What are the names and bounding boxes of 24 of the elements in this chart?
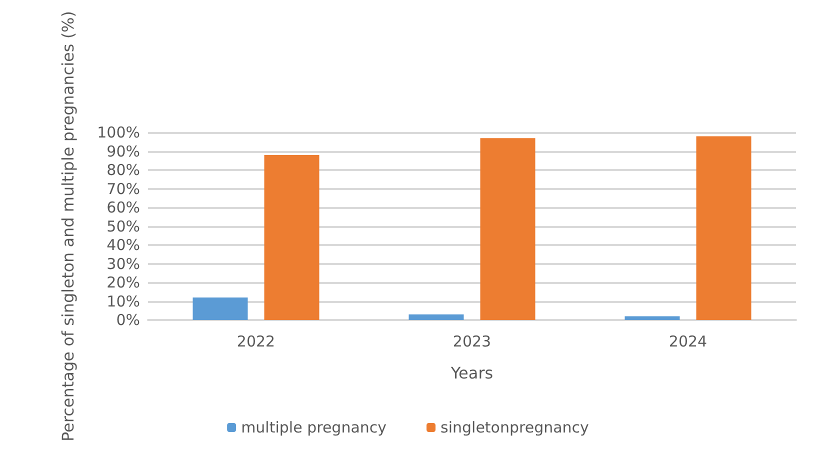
bar [480, 138, 536, 320]
y-axis-title: Percentage of singleton and multiple pregnancies (%) [58, 11, 78, 442]
legend-label: singletonpregnancy [440, 418, 590, 436]
x-tick-label: 2023 [452, 332, 492, 350]
y-tick-label: 20% [106, 274, 140, 292]
y-tick-label: 0% [116, 311, 140, 329]
x-axis-title: Years [450, 364, 494, 382]
y-tick-label: 30% [106, 254, 140, 273]
y-tick-label: 60% [106, 198, 140, 217]
y-tick-label: 50% [106, 217, 140, 236]
bar [264, 155, 320, 320]
legend-label: multiple pregnancy [241, 418, 387, 436]
x-tick-label: 2024 [668, 332, 708, 350]
y-tick-label: 40% [106, 236, 140, 254]
y-tick-label: 80% [106, 161, 140, 180]
bar [624, 316, 680, 320]
y-tick-label: 10% [106, 292, 140, 310]
bar [408, 314, 464, 320]
y-tick-label: 100% [97, 124, 140, 142]
y-tick-label: 70% [106, 180, 140, 198]
bar [192, 298, 248, 320]
y-tick-label: 90% [106, 142, 140, 160]
x-tick-label: 2022 [236, 332, 276, 350]
bar [696, 136, 752, 320]
